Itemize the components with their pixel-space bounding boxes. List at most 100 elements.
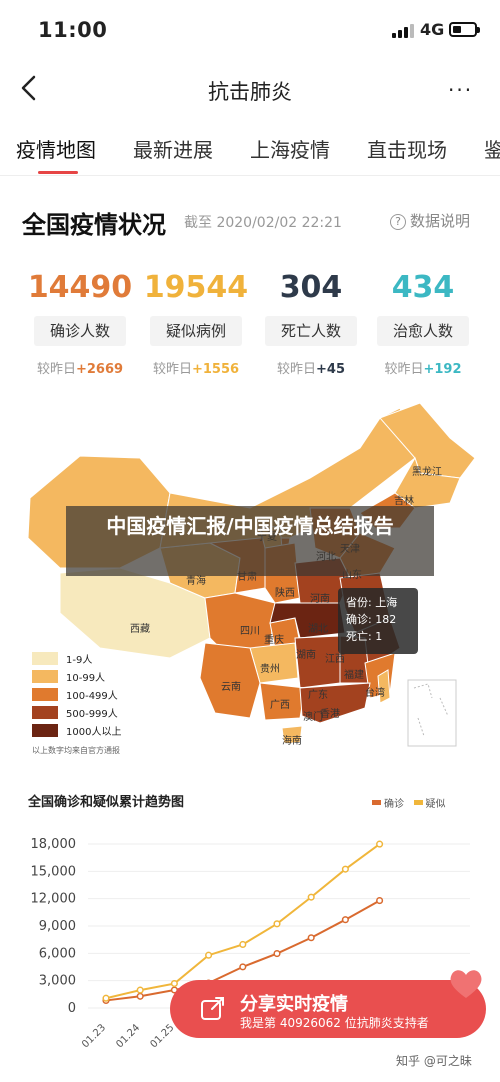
article-title-overlay: 中国疫情汇报/中国疫情总结报告 — [66, 506, 434, 576]
tab-epidemic-map[interactable]: 疫情地图 — [16, 138, 96, 162]
map-region-taiwan — [377, 669, 391, 704]
legend-swatch — [32, 652, 58, 665]
data-point — [273, 950, 281, 958]
nav-bar: 抗击肺炎 ··· — [0, 62, 500, 114]
stat-value: 14490 — [27, 270, 133, 305]
y-tick-label: 18,000 — [31, 837, 77, 852]
share-live-button[interactable]: 分享实时疫情 我是第 40926062 位抗肺炎支持者 — [170, 980, 486, 1038]
south-sea-inset — [407, 679, 457, 747]
battery-icon — [449, 22, 480, 37]
status-bar: 11:00 4G — [0, 0, 500, 62]
stat-value: 304 — [279, 270, 343, 305]
legend-label-confirmed: 确诊 — [384, 799, 404, 810]
province-label: 云南 — [221, 682, 241, 693]
legend-label: 1000人以上 — [66, 727, 122, 738]
tab-shanghai[interactable]: 上海疫情 — [250, 138, 330, 162]
province-label: 贵州 — [260, 664, 280, 675]
legend-label: 10-99人 — [66, 673, 106, 684]
tooltip-province: 省份: 上海 — [346, 596, 398, 609]
x-tick-label: 01.25 — [148, 1022, 176, 1050]
stat-delta: +45 — [316, 362, 345, 377]
legend-swatch — [32, 670, 58, 683]
y-tick-label: 9,000 — [39, 919, 76, 934]
summary-title: 全国疫情状况 — [22, 211, 166, 239]
stat-delta: +2669 — [75, 362, 124, 377]
series-line-疑似 — [105, 843, 381, 1000]
data-point — [341, 865, 349, 873]
legend-row: 500-999人 — [32, 706, 121, 724]
tab-bar: 疫情地图 最新进展 上海疫情 直击现场 鉴 — [0, 126, 500, 176]
data-point — [307, 934, 315, 942]
province-label: 吉林 — [394, 496, 414, 507]
province-label: 重庆 — [264, 635, 284, 646]
tooltip-deaths: 死亡: 1 — [346, 630, 383, 643]
data-point — [239, 940, 247, 949]
map-tooltip: 省份: 上海 确诊: 182 死亡: 1 — [338, 588, 418, 654]
legend-row: 1000人以上 — [32, 724, 121, 742]
stat-delta: +1556 — [191, 362, 240, 377]
province-label: 福建 — [344, 670, 364, 681]
stat-label: 治愈人数 — [377, 316, 469, 346]
legend-row: 100-499人 — [32, 688, 121, 706]
y-tick-label: 15,000 — [31, 864, 77, 879]
summary-date: 截至 2020/02/02 22:21 — [184, 215, 342, 231]
stat-label: 疑似病例 — [150, 316, 242, 346]
tab-latest-progress[interactable]: 最新进展 — [133, 138, 213, 162]
stat-compare-prefix: 较昨日 — [277, 362, 317, 377]
data-point — [376, 897, 384, 905]
chart-legend: 确诊 疑似 — [372, 795, 446, 810]
network-type: 4G — [420, 20, 445, 39]
data-point — [205, 951, 213, 959]
stat-cured: 434 治愈人数 较昨日+192 — [368, 268, 478, 377]
legend-label-suspected: 疑似 — [425, 799, 446, 810]
province-label: 陕西 — [275, 588, 295, 599]
province-label: 广东 — [308, 690, 328, 701]
chart-title: 全国确诊和疑似累计趋势图 — [28, 795, 185, 810]
province-label: 湖南 — [296, 650, 316, 661]
stat-compare-prefix: 较昨日 — [152, 362, 192, 377]
tab-live-scene[interactable]: 直击现场 — [367, 138, 447, 162]
back-arrow-icon[interactable] — [18, 74, 42, 102]
share-icon — [201, 997, 224, 1020]
map-region-hainan — [281, 725, 303, 744]
stat-suspected: 19544 疑似病例 较昨日+1556 — [141, 268, 251, 377]
province-label: 青海 — [186, 576, 206, 587]
stat-compare: 较昨日+45 — [256, 358, 366, 377]
data-point — [307, 893, 315, 901]
legend-label: 1-9人 — [66, 655, 93, 666]
province-label: 甘肃 — [237, 572, 257, 583]
watermark: 知乎 @可之昧 — [396, 1054, 472, 1068]
data-point — [376, 840, 384, 848]
legend-row: 10-99人 — [32, 670, 121, 688]
stat-delta: +192 — [423, 362, 462, 377]
map-legend: 1-9人 10-99人 100-499人 500-999人 1000人以上 — [32, 652, 121, 742]
map-region-yunnan — [199, 642, 261, 719]
y-tick-label: 3,000 — [39, 974, 76, 989]
data-point — [273, 920, 281, 928]
map-region-guangxi — [259, 682, 306, 721]
legend-row: 1-9人 — [32, 652, 121, 670]
data-point — [239, 963, 247, 971]
legend-swatch — [32, 724, 58, 737]
province-label: 澳门 — [303, 712, 323, 723]
stat-value: 19544 — [143, 270, 249, 305]
province-label: 湖北 — [308, 624, 328, 635]
province-label: 四川 — [240, 626, 260, 637]
x-tick-label: 01.23 — [80, 1022, 108, 1050]
legend-swatch — [32, 706, 58, 719]
legend-label: 500-999人 — [66, 709, 118, 720]
tab-more[interactable]: 鉴 — [484, 134, 500, 163]
data-point — [170, 979, 178, 988]
data-point — [136, 992, 144, 1000]
data-explanation-link[interactable]: ? 数据说明 — [390, 210, 470, 231]
legend-note: 以上数字均来自官方通报 — [32, 746, 120, 755]
active-tab-indicator — [38, 171, 78, 174]
more-menu-icon[interactable]: ··· — [448, 78, 474, 102]
province-label: 西藏 — [130, 624, 150, 635]
data-point — [136, 986, 144, 994]
stat-confirmed: 14490 确诊人数 较昨日+2669 — [25, 268, 135, 377]
heart-icon — [450, 970, 482, 998]
y-tick-label: 0 — [68, 1001, 76, 1016]
stat-deaths: 304 死亡人数 较昨日+45 — [256, 268, 366, 377]
data-explanation-label: 数据说明 — [410, 212, 471, 230]
